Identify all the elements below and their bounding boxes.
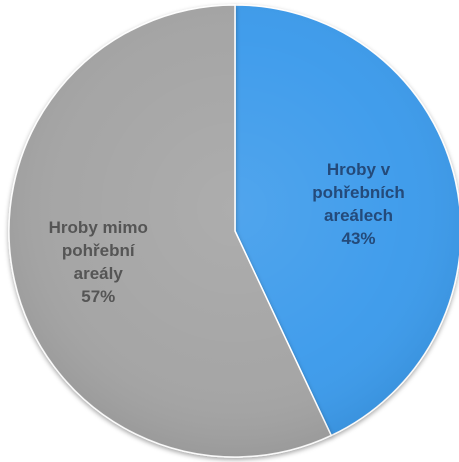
slice-category-label: pohřební [62,241,136,260]
slice-value-label: 57% [81,287,115,306]
slice-category-label: Hroby mimo [49,218,148,237]
slice-category-label: areálech [324,206,393,225]
pie-slice-1-label: Hroby v pohřebních areálech 43% [312,160,405,248]
slice-value-label: 43% [341,229,375,248]
slice-category-label: pohřebních [312,183,405,202]
slice-category-label: Hroby v [327,160,391,179]
pie-slice-2-label: Hroby mimo pohřební areály 57% [49,218,148,306]
slice-category-label: areály [74,264,124,283]
pie-labels: Hroby v pohřebních areálech 43% Hroby mimo po… [49,160,405,306]
